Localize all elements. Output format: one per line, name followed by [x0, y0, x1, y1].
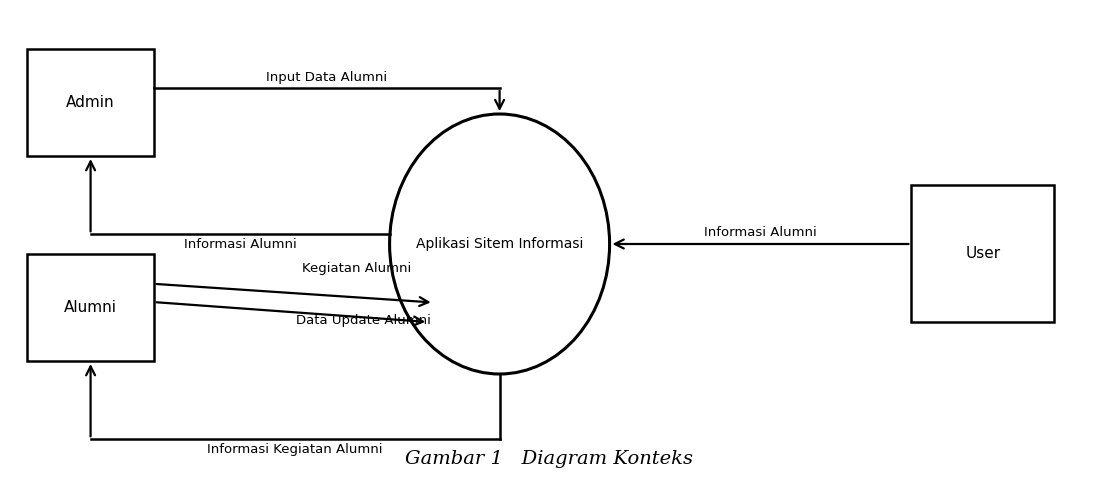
Bar	[27, 49, 154, 156]
Text: Gambar 1   Diagram Konteks: Gambar 1 Diagram Konteks	[405, 450, 693, 468]
Text: Alumni: Alumni	[64, 300, 117, 315]
Text: Informasi Alumni: Informasi Alumni	[704, 226, 817, 239]
Text: User: User	[965, 246, 1000, 261]
Text: Informasi Alumni: Informasi Alumni	[183, 238, 296, 251]
Text: Data Update Alumni: Data Update Alumni	[295, 314, 430, 327]
Text: Input Data Alumni: Input Data Alumni	[266, 71, 388, 84]
Bar	[27, 254, 154, 361]
Text: Informasi Kegiatan Alumni: Informasi Kegiatan Alumni	[208, 443, 383, 456]
Text: Admin: Admin	[66, 95, 115, 110]
Text: Kegiatan Alumni: Kegiatan Alumni	[302, 262, 411, 275]
Text: Aplikasi Sitem Informasi: Aplikasi Sitem Informasi	[416, 237, 583, 251]
Bar	[911, 185, 1054, 322]
